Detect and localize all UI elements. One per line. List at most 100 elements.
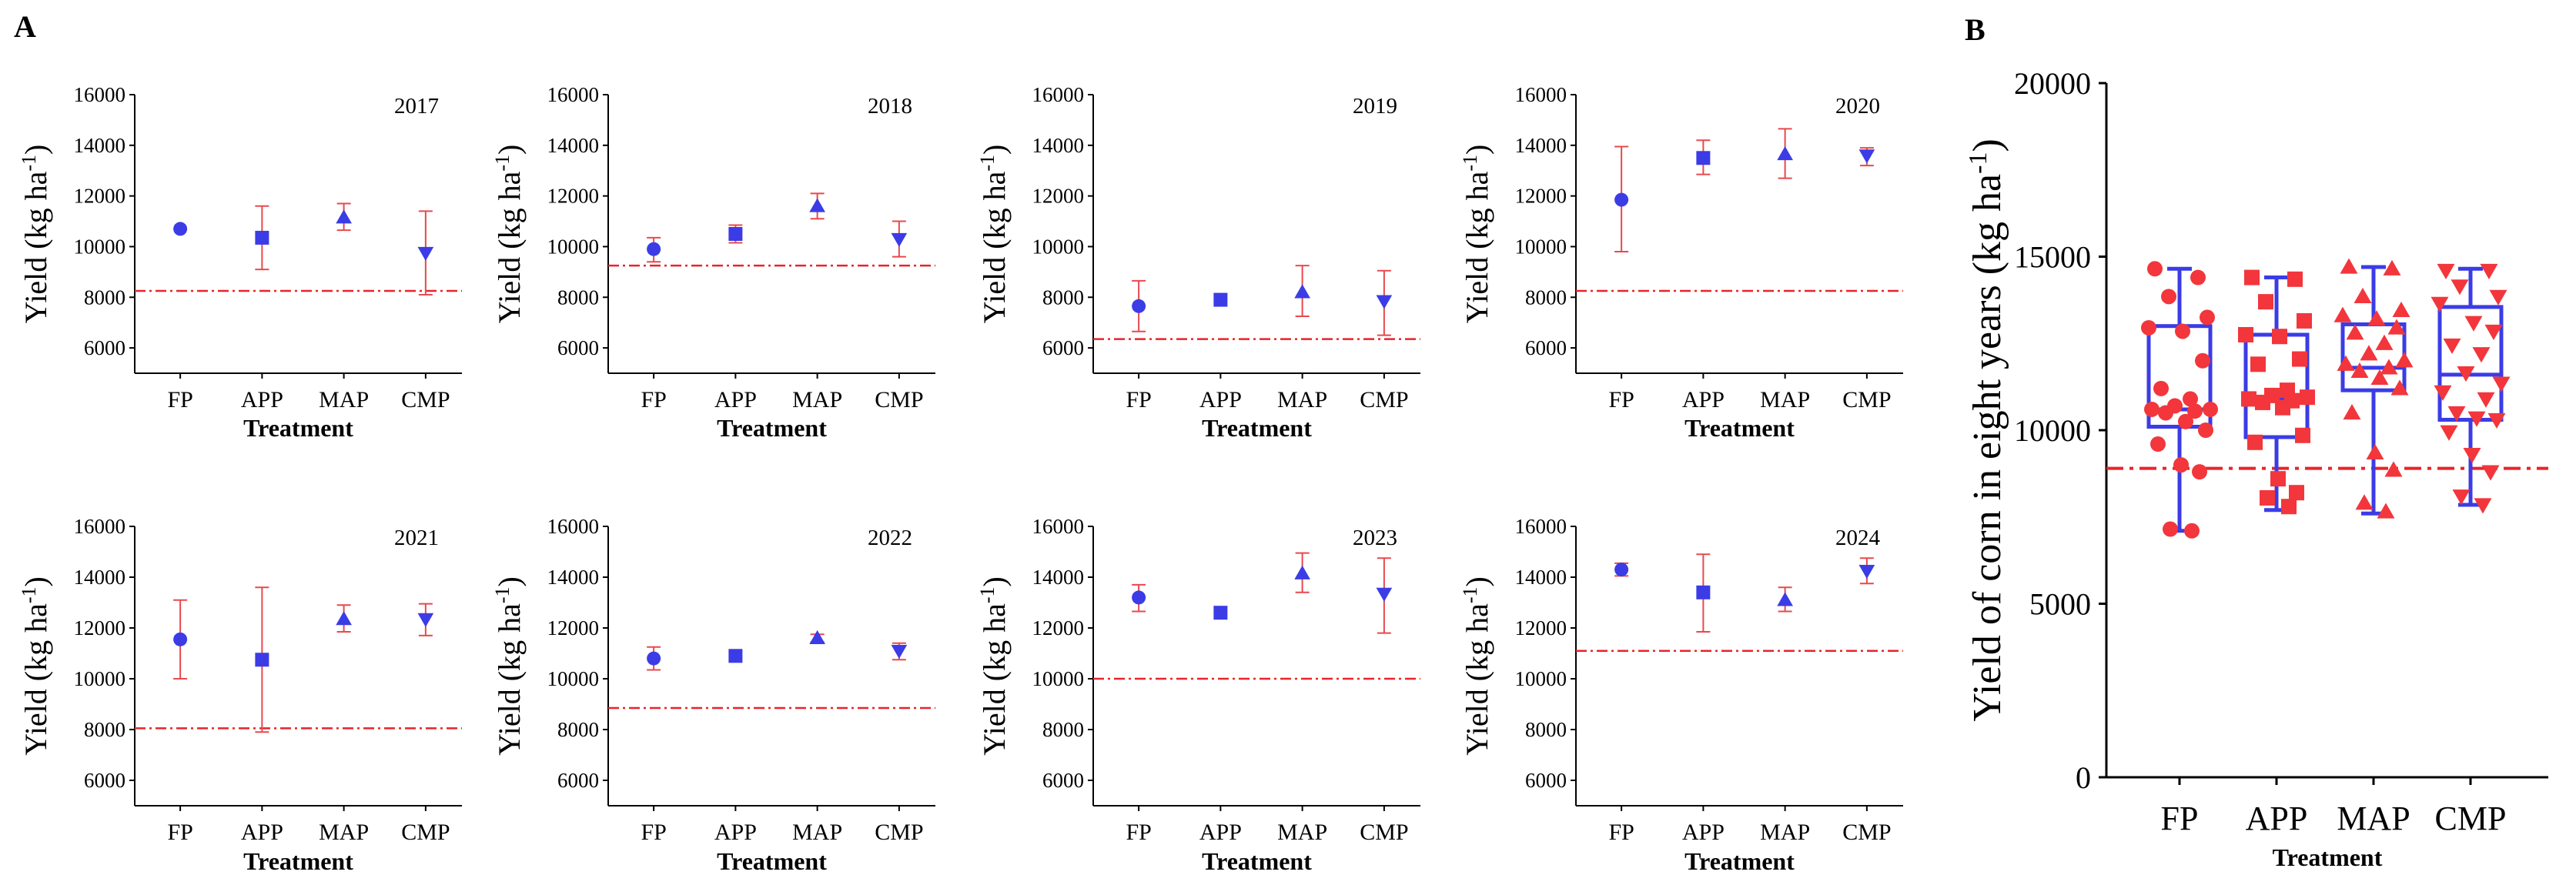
data-point xyxy=(2173,457,2189,473)
y-tick-label: 6000 xyxy=(557,336,599,359)
x-tick-label: APP xyxy=(1199,820,1242,845)
data-point xyxy=(2198,422,2213,438)
y-tick-label: 6000 xyxy=(84,769,125,792)
y-tick-label: 6000 xyxy=(1042,336,1084,359)
x-axis-label: Treatment xyxy=(1684,414,1795,442)
x-tick-label: FP xyxy=(1126,820,1151,845)
data-point xyxy=(2333,306,2352,322)
box-FP xyxy=(2141,261,2218,539)
y-tick-label: 8000 xyxy=(557,286,599,309)
mean-marker-FP xyxy=(173,222,188,236)
year-label: 2019 xyxy=(1353,94,1397,119)
year-label: 2017 xyxy=(394,94,439,119)
data-point xyxy=(2366,443,2384,459)
y-axis-label: Yield (kg ha-1) xyxy=(18,576,53,756)
x-tick-label: APP xyxy=(714,820,757,845)
y-axis-label-superscript: -1 xyxy=(1964,152,1992,174)
subplot-2019: 6000 8000 10000 12000 14000 16000 FP APP MAP CMP T… xyxy=(976,83,1420,442)
subplot-2020: 6000 8000 10000 12000 14000 16000 FP APP MAP CMP T… xyxy=(1459,83,1903,442)
mean-marker-CMP xyxy=(1376,587,1393,602)
year-label: 2020 xyxy=(1835,94,1880,119)
y-axis-label: Yield (kg ha-1) xyxy=(976,576,1012,756)
y-axis-label-close: ) xyxy=(18,576,53,586)
box-CMP xyxy=(2430,263,2511,514)
data-point xyxy=(2367,310,2386,326)
data-point xyxy=(2390,379,2409,396)
data-point xyxy=(2258,294,2273,310)
data-point xyxy=(2392,301,2410,318)
data-point xyxy=(2375,334,2394,350)
x-tick-label: CMP xyxy=(1842,387,1891,412)
y-tick-label: 20000 xyxy=(2014,66,2091,101)
mean-marker-MAP xyxy=(809,630,825,644)
y-axis-label: Yield (kg ha-1) xyxy=(491,576,527,756)
y-axis-label-close: ) xyxy=(1460,145,1494,155)
y-tick-label: 8000 xyxy=(1042,718,1084,741)
x-tick-label: MAP xyxy=(319,387,369,412)
data-point xyxy=(2241,391,2257,407)
x-axis-label: Treatment xyxy=(1684,847,1795,875)
data-point xyxy=(2440,425,2458,441)
data-point xyxy=(2384,461,2403,477)
data-point xyxy=(2437,263,2455,280)
y-axis-label-text: Yield (kg ha xyxy=(1460,171,1494,323)
panel-label-a: A xyxy=(14,9,36,44)
data-point xyxy=(2360,345,2378,361)
data-point xyxy=(2463,447,2481,464)
x-tick-label: MAP xyxy=(1277,387,1327,412)
data-point xyxy=(2467,411,2486,427)
y-axis-label-text: Yield (kg ha xyxy=(1460,603,1494,756)
y-tick-label: 16000 xyxy=(547,515,600,538)
mean-marker-FP xyxy=(647,651,661,666)
data-point xyxy=(2281,499,2297,515)
mean-marker-FP xyxy=(173,632,188,646)
y-tick-label: 8000 xyxy=(1525,286,1567,309)
data-point xyxy=(2287,271,2303,287)
mean-marker-MAP xyxy=(336,611,352,626)
mean-marker-MAP xyxy=(1294,565,1310,579)
y-axis-label-text: Yield (kg ha xyxy=(492,171,527,323)
mean-marker-APP xyxy=(1696,585,1711,599)
data-point xyxy=(2141,319,2156,336)
data-point xyxy=(2340,258,2358,274)
y-tick-label: 6000 xyxy=(1042,769,1084,792)
data-point xyxy=(2297,312,2312,329)
y-axis-label-close: ) xyxy=(1965,139,2009,152)
y-tick-label: 12000 xyxy=(1515,185,1567,208)
x-tick-label: CMP xyxy=(875,387,923,412)
data-point xyxy=(2178,413,2193,429)
y-tick-label: 10000 xyxy=(547,235,600,258)
year-label: 2018 xyxy=(868,94,912,119)
data-point xyxy=(2250,356,2266,372)
data-point xyxy=(2484,324,2503,340)
subplot-2017: 6000 8000 10000 12000 14000 16000 FP APP MAP CMP T… xyxy=(18,83,462,442)
year-label: 2021 xyxy=(394,526,439,550)
data-point xyxy=(2244,269,2260,286)
y-axis-label-superscript: -1 xyxy=(1459,586,1481,603)
mean-marker-APP xyxy=(255,653,269,667)
year-label: 2024 xyxy=(1835,526,1881,550)
y-tick-label: 16000 xyxy=(74,515,126,538)
y-tick-label: 12000 xyxy=(1032,185,1085,208)
data-point xyxy=(2163,521,2178,537)
data-point xyxy=(2187,403,2203,419)
data-point xyxy=(2383,259,2401,276)
x-tick-label: CMP xyxy=(401,387,450,412)
y-axis-label: Yield (kg ha-1) xyxy=(1459,145,1494,324)
x-axis-label: Treatment xyxy=(717,414,827,442)
x-tick-label: FP xyxy=(1608,387,1634,412)
box-MAP xyxy=(2333,258,2414,519)
y-tick-label: 12000 xyxy=(1515,616,1567,640)
data-point xyxy=(2387,319,2406,335)
data-point xyxy=(2200,309,2215,326)
data-point xyxy=(2153,380,2169,396)
mean-marker-APP xyxy=(1213,292,1228,307)
x-tick-label: FP xyxy=(641,820,666,845)
y-tick-label: 10000 xyxy=(1032,667,1085,690)
x-tick-label: CMP xyxy=(2435,800,2507,837)
x-axis-label: Treatment xyxy=(2273,843,2383,871)
x-axis-label: Treatment xyxy=(243,414,353,442)
data-point xyxy=(2477,392,2495,408)
data-point xyxy=(2260,489,2275,506)
data-point xyxy=(2350,362,2369,378)
